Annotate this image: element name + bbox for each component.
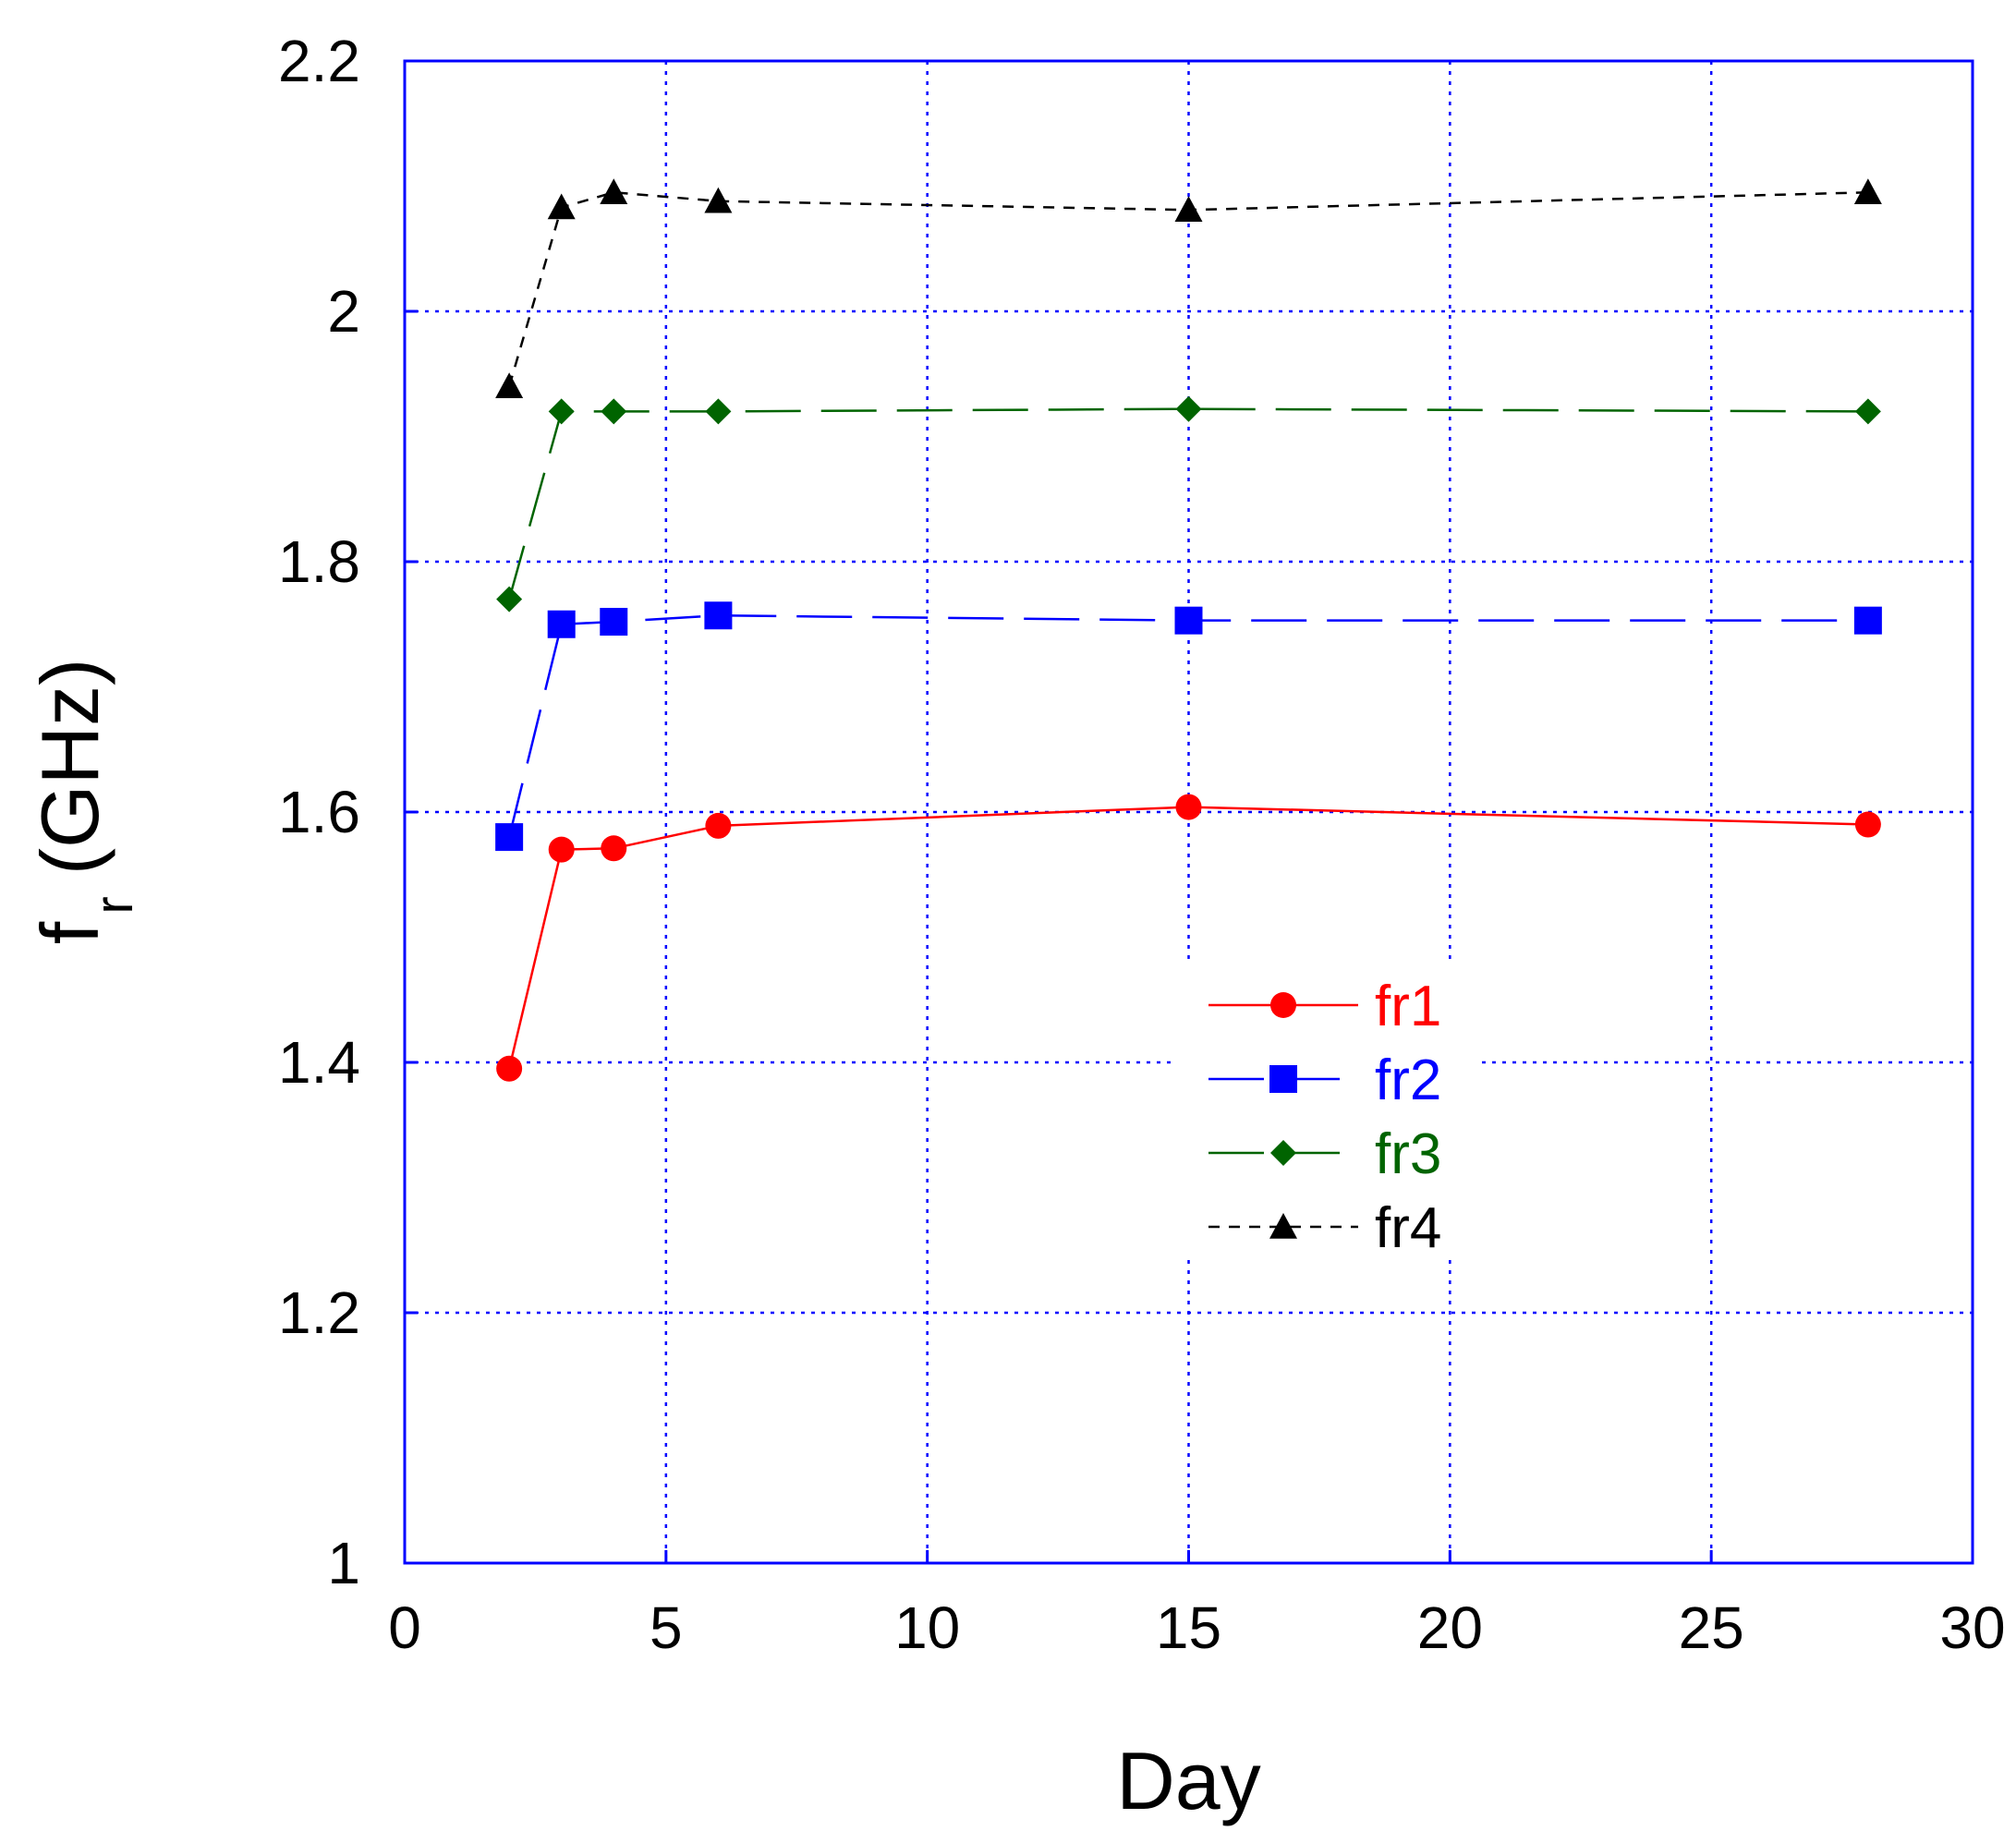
axis-ticks: 0 5 10 15 20 25 30 1 1.2 1.4 1.6 1.8 2 2.2 bbox=[278, 28, 2006, 1661]
x-tick-label: 10 bbox=[894, 1594, 960, 1661]
data-point-fr1 bbox=[496, 1055, 523, 1082]
legend-label: fr2 bbox=[1375, 1049, 1441, 1112]
x-axis-title: Day bbox=[1116, 1735, 1261, 1826]
y-axis-title: f r (GHz) bbox=[24, 659, 144, 945]
x-tick-label: 25 bbox=[1679, 1594, 1744, 1661]
y-tick-label: 2.2 bbox=[278, 28, 360, 94]
y-tick-label: 2 bbox=[327, 278, 360, 345]
data-point-fr4 bbox=[495, 372, 524, 399]
x-tick-label: 30 bbox=[1939, 1594, 2005, 1661]
data-point-fr2 bbox=[1853, 606, 1882, 635]
series-fr2 bbox=[495, 601, 1882, 852]
data-point-fr1 bbox=[1854, 811, 1881, 838]
x-tick-label: 20 bbox=[1417, 1594, 1483, 1661]
data-point-fr2 bbox=[495, 823, 524, 852]
legend-label: fr3 bbox=[1375, 1122, 1441, 1186]
legend-label: fr1 bbox=[1375, 975, 1441, 1038]
data-point-fr1 bbox=[548, 836, 575, 863]
legend-label: fr4 bbox=[1375, 1196, 1441, 1260]
legend: fr1 fr2 fr3 fr4 bbox=[1172, 965, 1476, 1260]
y-tick-label: 1.2 bbox=[278, 1279, 360, 1346]
series-line-fr1 bbox=[507, 806, 1868, 1070]
y-tick-label: 1.8 bbox=[278, 528, 360, 595]
series-line-fr3 bbox=[507, 407, 1868, 600]
y-tick-label: 1.6 bbox=[278, 779, 360, 845]
series-line-fr4 bbox=[507, 191, 1868, 387]
legend-swatch-marker bbox=[1269, 1213, 1297, 1239]
data-point-fr4 bbox=[704, 187, 733, 213]
data-point-fr4 bbox=[547, 193, 576, 220]
y-axis-title-main: f bbox=[24, 921, 115, 944]
series-group bbox=[495, 178, 1882, 1082]
data-point-fr2 bbox=[1174, 606, 1203, 635]
legend-swatch-marker bbox=[1270, 1140, 1296, 1166]
data-point-fr3 bbox=[1175, 395, 1202, 422]
y-axis-title-unit: (GHz) bbox=[24, 659, 115, 876]
data-point-fr1 bbox=[601, 835, 627, 862]
data-point-fr3 bbox=[496, 586, 523, 612]
y-tick-label: 1.4 bbox=[278, 1029, 360, 1096]
series-line-fr2 bbox=[507, 614, 1868, 838]
data-point-fr4 bbox=[1174, 196, 1203, 222]
series-fr4 bbox=[495, 178, 1882, 399]
y-tick-label: 1 bbox=[327, 1530, 360, 1596]
series-fr1 bbox=[496, 794, 1881, 1082]
legend-swatch-marker bbox=[1270, 992, 1296, 1018]
data-point-fr3 bbox=[548, 398, 575, 425]
data-point-fr2 bbox=[547, 610, 576, 638]
legend-swatch-marker bbox=[1269, 1065, 1297, 1093]
x-tick-label: 0 bbox=[388, 1594, 421, 1661]
data-point-fr1 bbox=[1175, 794, 1202, 820]
data-point-fr4 bbox=[600, 178, 628, 205]
data-point-fr4 bbox=[1853, 178, 1882, 205]
y-axis-title-subscript: r bbox=[84, 896, 144, 914]
x-tick-label: 15 bbox=[1156, 1594, 1221, 1661]
data-point-fr3 bbox=[601, 398, 627, 425]
data-point-fr2 bbox=[600, 608, 628, 637]
data-point-fr3 bbox=[1854, 398, 1881, 425]
data-point-fr2 bbox=[704, 601, 733, 630]
data-point-fr1 bbox=[705, 812, 732, 839]
series-fr3 bbox=[496, 395, 1881, 612]
data-point-fr3 bbox=[705, 398, 732, 425]
legend-background bbox=[1172, 965, 1476, 1259]
x-tick-label: 5 bbox=[650, 1594, 683, 1661]
